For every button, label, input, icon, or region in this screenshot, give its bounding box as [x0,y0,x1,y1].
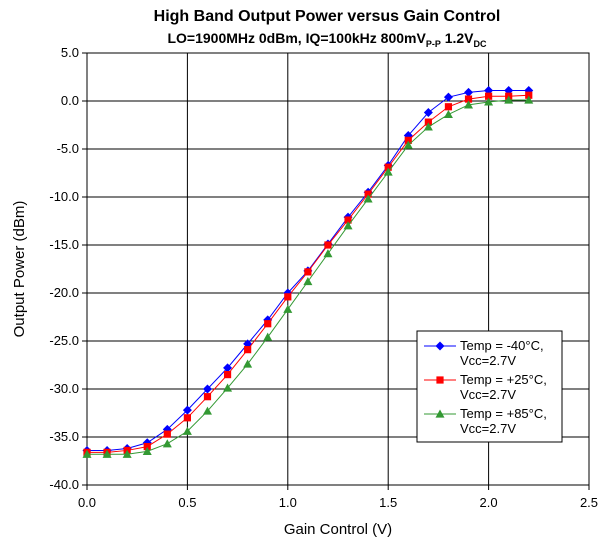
x-tick-label: 1.5 [379,495,397,510]
chart-title: High Band Output Power versus Gain Contr… [154,8,501,25]
y-tick-label: -20.0 [49,285,79,300]
data-point [324,241,332,249]
data-point [444,103,453,111]
data-point [142,446,152,455]
data-point [484,97,494,106]
data-point [264,320,272,328]
data-point [423,122,433,131]
data-point [102,449,112,458]
data-point [344,216,352,224]
y-tick-label: -15.0 [49,237,79,252]
data-point [383,167,393,176]
x-tick-label: 2.5 [580,495,598,510]
x-tick-label: 0.5 [178,495,196,510]
data-point [464,95,473,103]
data-point [424,118,432,126]
data-point [182,426,192,435]
y-tick-label: -35.0 [49,429,79,444]
data-point [443,109,453,119]
data-point [243,359,253,368]
data-point [363,194,373,203]
data-point [203,393,212,401]
x-tick-label: 2.0 [480,495,498,510]
data-point [323,249,333,258]
data-point [223,363,233,373]
data-point [384,163,392,171]
grid-lines [87,53,589,485]
data-point [183,414,191,422]
plot-area-border [86,52,590,486]
series-2 [83,91,533,456]
data-point [143,443,151,451]
data-point [244,346,252,354]
data-point [423,108,433,118]
chart-subtitle: LO=1900MHz 0dBm, IQ=100kHz 800mVP-P 1.2V… [167,30,487,49]
x-tick-label: 0.0 [78,495,96,510]
data-point [284,293,292,301]
series-3 [82,95,534,458]
y-tick-label: -5.0 [57,141,79,156]
data-point [304,268,312,276]
data-point [202,406,212,415]
data-point [464,100,474,109]
data-point [82,449,92,458]
y-tick-label: -25.0 [49,333,79,348]
data-point [182,405,192,415]
y-tick-label: -10.0 [49,189,79,204]
legend-marker [435,409,445,418]
y-tick-label: 5.0 [61,45,79,60]
legend-box [416,330,563,443]
data-point [303,276,313,286]
data-point [485,92,493,100]
data-point [343,221,353,230]
x-axis-label: Gain Control (V) [284,521,392,538]
data-point [464,87,474,97]
data-point [223,383,233,392]
data-point [162,439,172,448]
legend-label: Temp = +25°C, [460,372,547,387]
y-tick-label: 0.0 [61,93,79,108]
data-point [403,140,413,149]
legend-label: Vcc=2.7V [460,387,516,402]
legend-item: Temp = +85°C,Vcc=2.7V [424,406,547,436]
legend-marker [435,341,445,351]
data-point [504,95,514,104]
y-axis-label: Output Power (dBm) [11,201,28,338]
data-point [122,449,132,458]
data-point [263,332,273,341]
data-point [364,190,372,198]
legend-label: Vcc=2.7V [460,421,516,436]
x-tick-label: 1.0 [279,495,297,510]
data-point [404,136,412,144]
legend-label: Vcc=2.7V [460,353,516,368]
y-tick-label: -40.0 [49,477,79,492]
data-point [443,92,453,102]
axis-ticks: 5.0 0.0 -5.0 -10.0 -15.0 -20.0 -25.0 -30.0 -35.0… [49,45,598,510]
y-tick-label: -30.0 [49,381,79,396]
data-point [525,91,533,99]
legend-marker [436,376,444,384]
data-point [283,304,293,313]
series-group [82,85,534,458]
data-point [202,384,212,394]
data-point [223,371,232,379]
data-point [524,95,534,104]
legend-label: Temp = -40°C, [460,338,544,353]
legend-item: Temp = -40°C,Vcc=2.7V [424,338,544,368]
legend-item: Temp = +25°C,Vcc=2.7V [424,372,547,402]
legend-label: Temp = +85°C, [460,406,547,421]
data-point [163,430,171,438]
